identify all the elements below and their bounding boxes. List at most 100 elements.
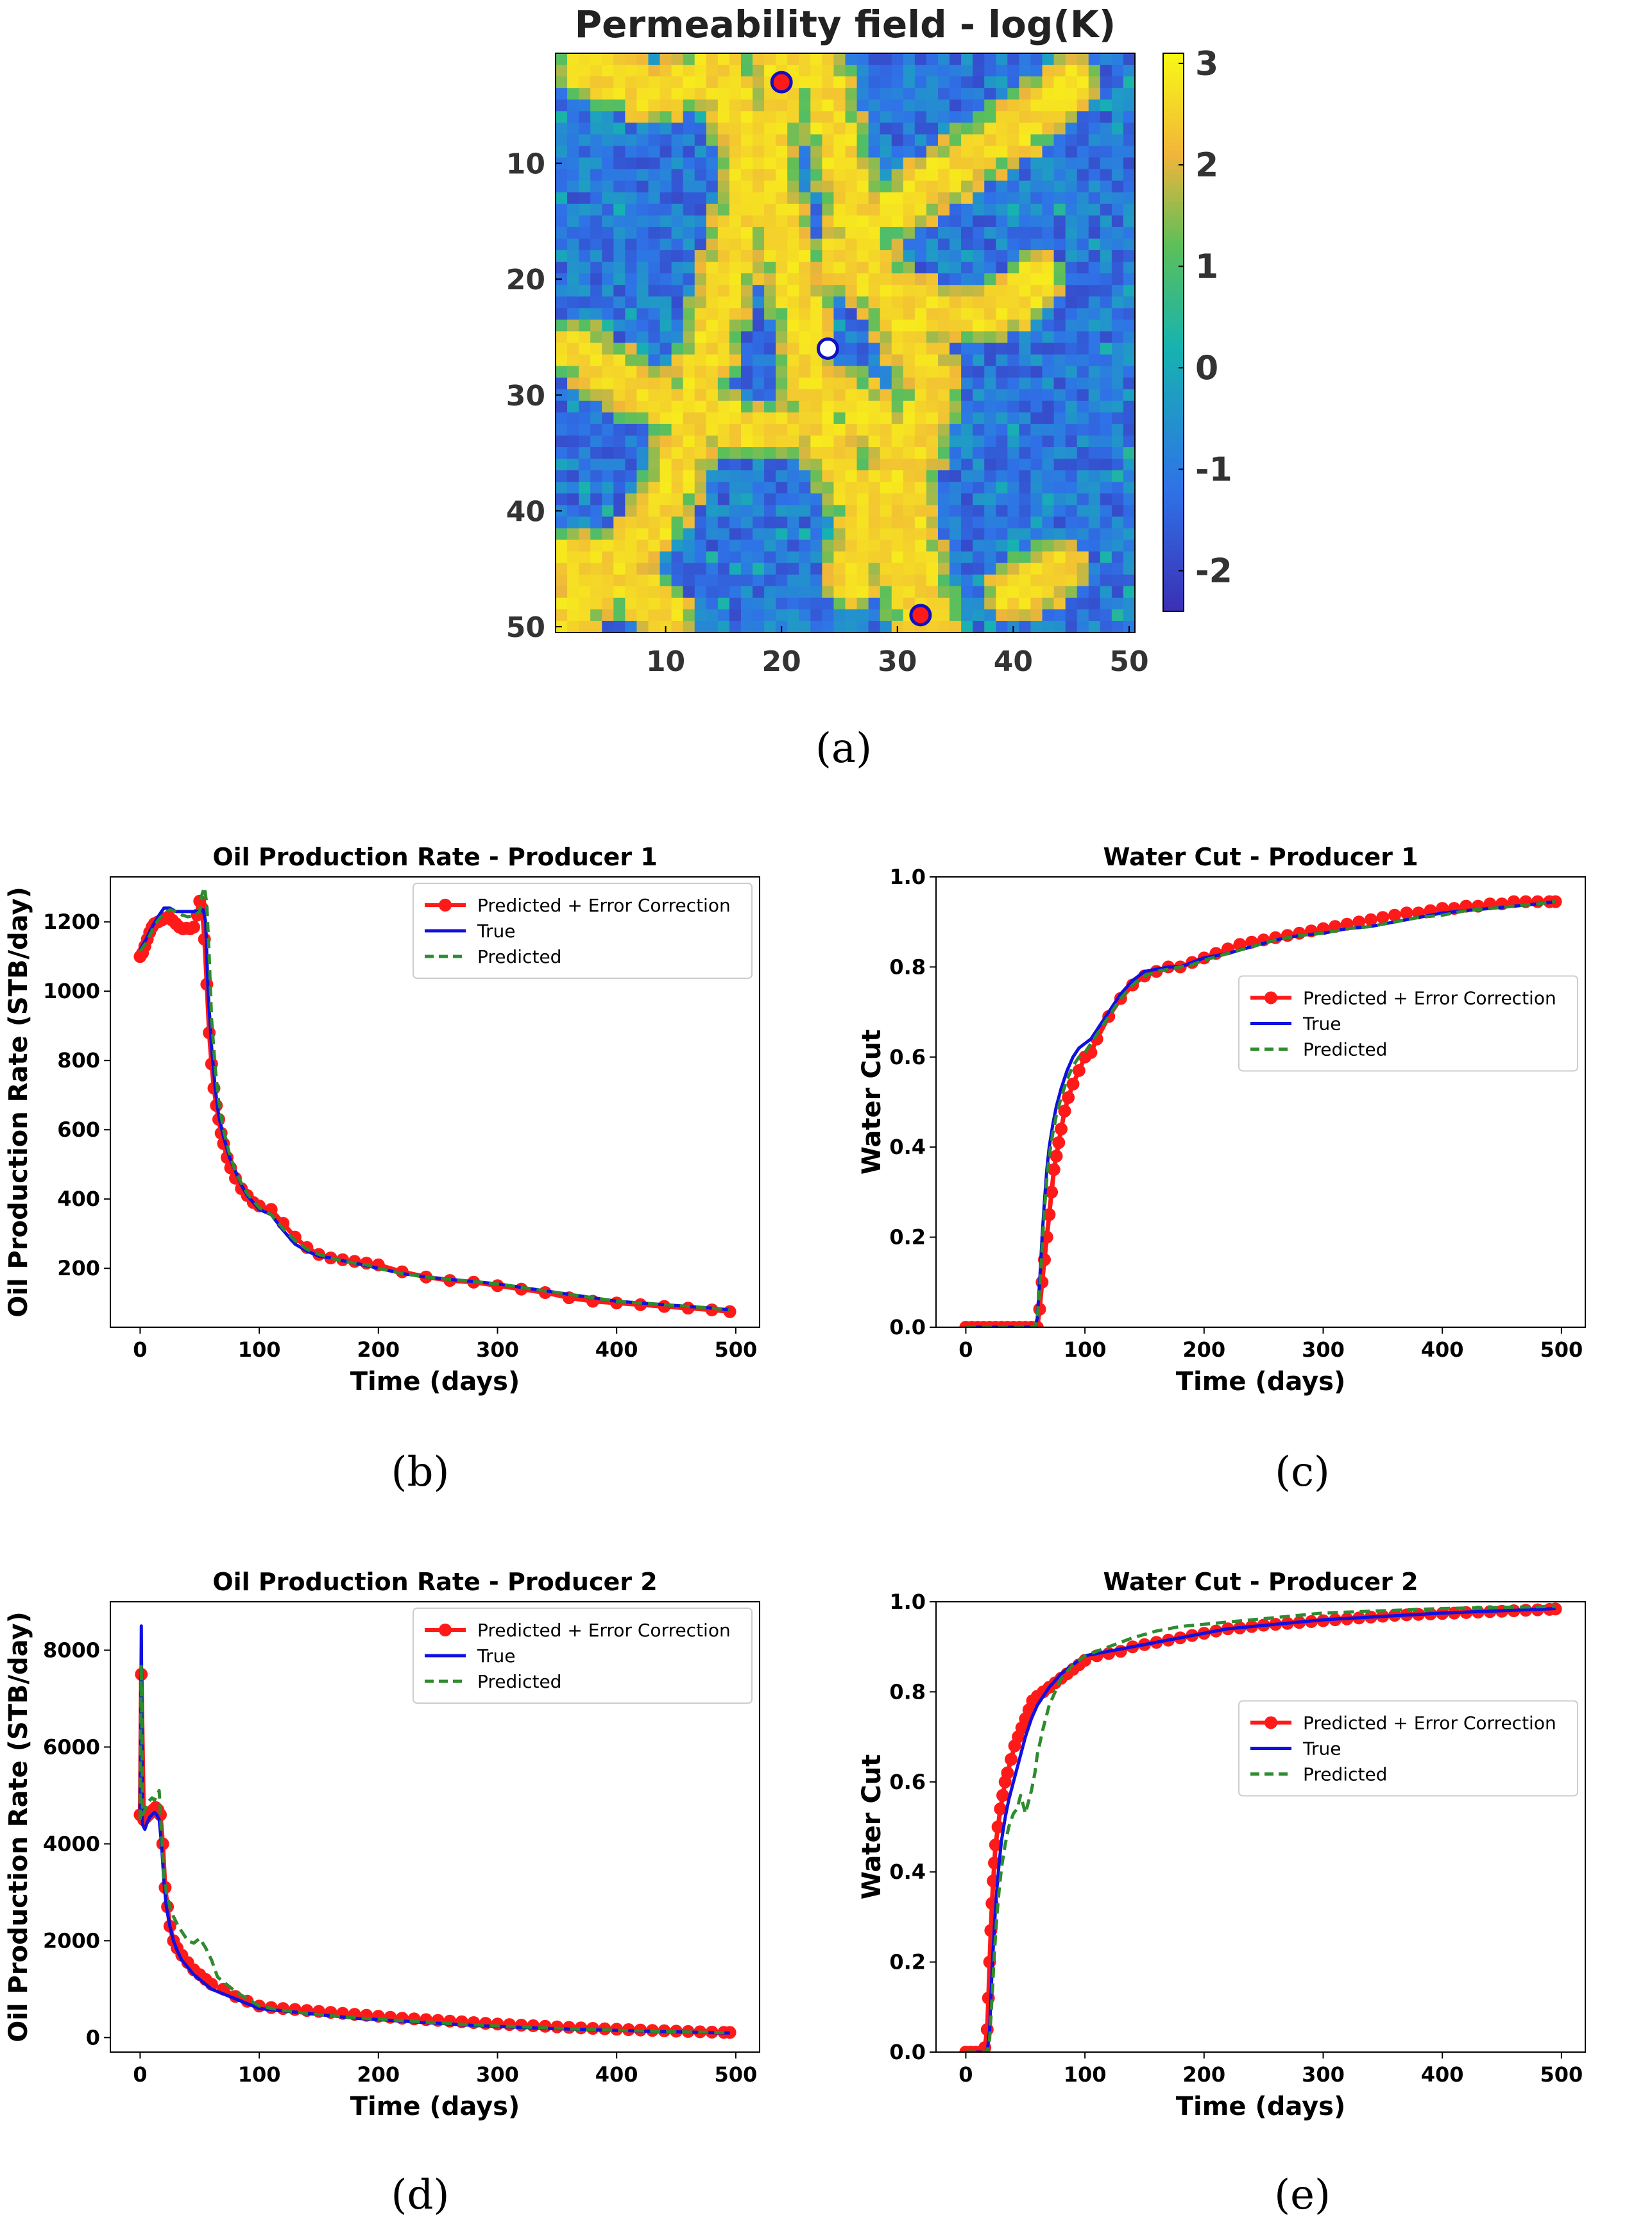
heatmap-cell — [810, 331, 822, 344]
heatmap-cell — [856, 597, 869, 610]
heatmap-cell — [706, 447, 719, 459]
heatmap-cell — [660, 493, 672, 505]
heatmap-cell — [1123, 539, 1136, 552]
heatmap-cell — [590, 493, 602, 505]
heatmap-cell — [613, 597, 626, 610]
heatmap-cell — [660, 262, 672, 274]
heatmap-cell — [937, 343, 950, 355]
heatmap-cell — [717, 111, 730, 123]
heatmap-cell — [776, 238, 788, 251]
heatmap-cell — [706, 459, 719, 471]
heatmap-cell — [973, 123, 985, 135]
heatmap-cell — [1088, 470, 1101, 482]
heatmap-cell — [1123, 551, 1136, 564]
heatmap-cell — [625, 597, 638, 610]
heatmap-cell — [891, 111, 904, 123]
heatmap-cell — [567, 53, 579, 65]
heatmap-cell — [567, 354, 579, 367]
heatmap-cell — [648, 88, 661, 100]
heatmap-cell — [613, 296, 626, 309]
heatmap-cell — [579, 262, 591, 274]
heatmap-cell — [787, 493, 799, 505]
heatmap-cell — [717, 285, 730, 297]
heatmap-cell — [753, 343, 765, 355]
heatmap-cell — [984, 180, 996, 193]
heatmap-cell — [856, 296, 869, 309]
heatmap-cell — [590, 366, 602, 378]
heatmap-cell — [856, 88, 869, 100]
heatmap-cell — [926, 111, 939, 123]
heatmap-cell — [1053, 99, 1066, 112]
colorbar-segment — [1163, 146, 1184, 152]
heatmap-cell — [1111, 482, 1124, 494]
heatmap-cell — [625, 539, 638, 552]
heatmap-cell — [1065, 447, 1078, 459]
heatmap-cell — [590, 586, 602, 598]
heatmap-cell — [1042, 516, 1055, 529]
heatmap-cell — [1088, 366, 1101, 378]
heatmap-cell — [740, 354, 753, 367]
x-tick-label: 400 — [1421, 1337, 1464, 1362]
heatmap-cell — [602, 226, 614, 239]
heatmap-cell — [810, 99, 822, 112]
colorbar-segment — [1163, 550, 1184, 556]
heatmap-cell — [984, 516, 996, 529]
heatmap-cell — [1077, 215, 1089, 228]
heatmap-cell — [660, 296, 672, 309]
heatmap-cell — [845, 111, 858, 123]
heatmap-cell — [729, 586, 742, 598]
heatmap-cell — [961, 319, 973, 332]
heatmap-cell — [1042, 215, 1055, 228]
heatmap-cell — [937, 423, 950, 436]
heatmap-cell — [579, 366, 591, 378]
heatmap-cell — [1100, 620, 1112, 633]
heatmap-cell — [1030, 88, 1043, 100]
heatmap-cell — [1030, 262, 1043, 274]
heatmap-cell — [810, 285, 822, 297]
heatmap-cell — [556, 226, 568, 239]
heatmap-cell — [880, 238, 892, 251]
heatmap-cell — [776, 273, 788, 285]
legend-label: Predicted — [1303, 1039, 1387, 1060]
heatmap-cell — [833, 285, 846, 297]
heatmap-cell — [822, 111, 835, 123]
heatmap-cell — [822, 88, 835, 100]
heatmap-cell — [810, 389, 822, 402]
heatmap-cell — [914, 505, 927, 517]
heatmap-cell — [996, 551, 1008, 564]
heatmap-cell — [1007, 493, 1019, 505]
heatmap-cell — [996, 563, 1008, 575]
heatmap-cell — [984, 215, 996, 228]
heatmap-cell — [671, 331, 684, 344]
heatmap-cell — [1100, 493, 1112, 505]
data-point-error-corrected — [515, 2019, 528, 2032]
heatmap-cell — [949, 435, 962, 448]
heatmap-cell — [984, 539, 996, 552]
heatmap-cell — [1007, 146, 1019, 158]
legend: Predicted + Error CorrectionTruePredicte… — [413, 1608, 753, 1704]
heatmap-cell — [949, 76, 962, 89]
heatmap-cell — [1007, 528, 1019, 541]
heatmap-cell — [717, 192, 730, 205]
heatmap-cell — [880, 180, 892, 193]
heatmap-cell — [949, 65, 962, 77]
heatmap-cell — [706, 620, 719, 633]
heatmap-cell — [880, 366, 892, 378]
x-tick-label: 400 — [1421, 2062, 1464, 2087]
heatmap-cell — [799, 377, 811, 390]
heatmap-cell — [1123, 343, 1136, 355]
heatmap-cell — [660, 250, 672, 262]
x-tick-label: 300 — [1302, 2062, 1345, 2087]
y-tick-label: 0.8 — [889, 1679, 926, 1704]
heatmap-cell — [602, 343, 614, 355]
heatmap-cell — [1065, 319, 1078, 332]
heatmap-cell — [1065, 250, 1078, 262]
heatmap-cell — [625, 620, 638, 633]
heatmap-cell — [625, 412, 638, 425]
heatmap-cell — [579, 435, 591, 448]
heatmap-cell — [996, 250, 1008, 262]
heatmap-cell — [590, 88, 602, 100]
heatmap-cell — [625, 215, 638, 228]
heatmap-cell — [973, 539, 985, 552]
heatmap-cell — [856, 620, 869, 633]
